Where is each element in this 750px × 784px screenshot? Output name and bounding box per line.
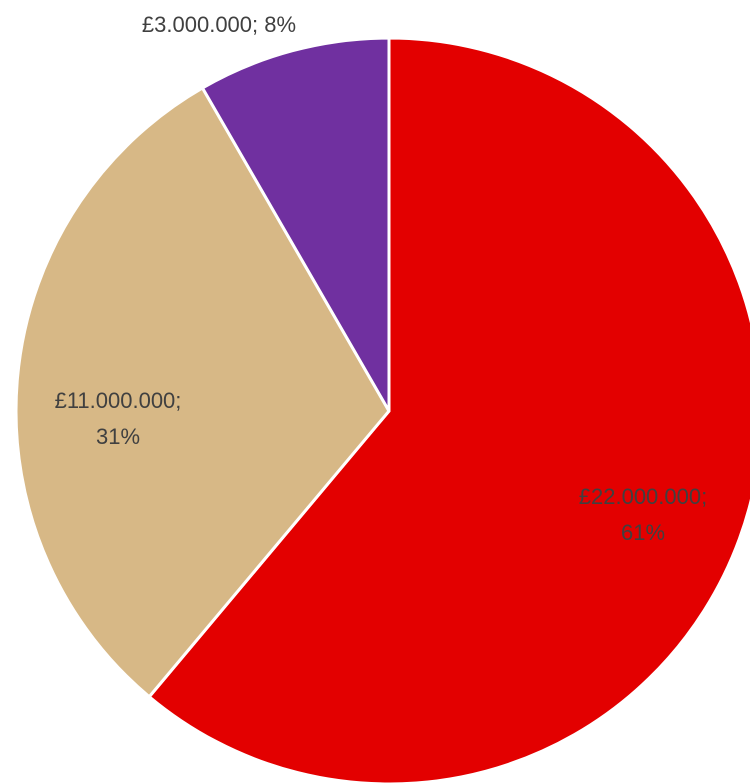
slice-label-0-line-2: 61% [621,520,665,545]
slice-label-1-line-2: 31% [96,424,140,449]
pie-slices [14,36,750,784]
pie-labels: £22.000.000; 61% £11.000.000; 31% £3.000… [55,12,708,545]
slice-label-0-line-1: £22.000.000; [579,484,707,509]
pie-slice-2 [201,36,391,413]
pie-slice-0 [147,36,750,784]
slice-label-2: £3.000.000; 8% [142,12,296,37]
pie-slice-1 [14,86,391,699]
slice-label-1-line-1: £11.000.000; [55,388,182,413]
